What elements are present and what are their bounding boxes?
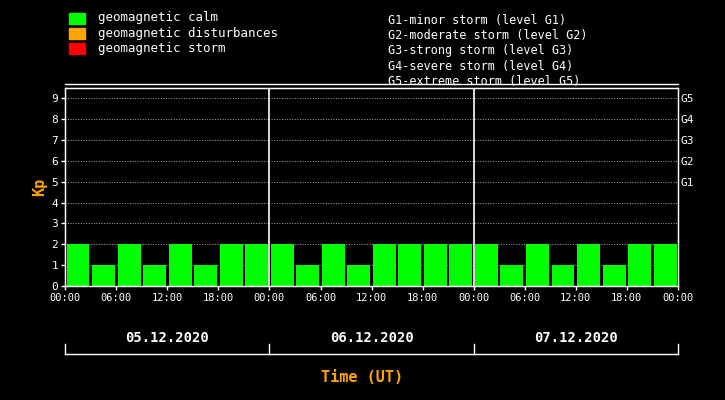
Bar <box>450 244 473 286</box>
Bar <box>500 265 523 286</box>
Text: geomagnetic storm: geomagnetic storm <box>98 42 225 55</box>
Bar <box>169 244 191 286</box>
Bar <box>628 244 651 286</box>
Bar <box>143 265 166 286</box>
Bar <box>654 244 676 286</box>
Bar <box>526 244 549 286</box>
Bar <box>194 265 217 286</box>
Bar <box>552 265 574 286</box>
Bar <box>424 244 447 286</box>
Text: Time (UT): Time (UT) <box>321 370 404 385</box>
Bar <box>373 244 396 286</box>
Text: G5-extreme storm (level G5): G5-extreme storm (level G5) <box>388 75 580 88</box>
Text: G4-severe storm (level G4): G4-severe storm (level G4) <box>388 60 573 73</box>
Bar <box>347 265 370 286</box>
Text: G2-moderate storm (level G2): G2-moderate storm (level G2) <box>388 29 587 42</box>
Bar <box>322 244 345 286</box>
Bar <box>245 244 268 286</box>
Bar <box>117 244 141 286</box>
Bar <box>475 244 498 286</box>
Bar <box>92 265 115 286</box>
Bar <box>577 244 600 286</box>
Y-axis label: Kp: Kp <box>33 178 47 196</box>
Bar <box>398 244 421 286</box>
Text: geomagnetic calm: geomagnetic calm <box>98 12 218 24</box>
Bar <box>67 244 89 286</box>
Text: geomagnetic disturbances: geomagnetic disturbances <box>98 27 278 40</box>
Bar <box>602 265 626 286</box>
Text: 07.12.2020: 07.12.2020 <box>534 331 618 345</box>
Text: G3-strong storm (level G3): G3-strong storm (level G3) <box>388 44 573 57</box>
Bar <box>297 265 319 286</box>
Text: 06.12.2020: 06.12.2020 <box>330 331 413 345</box>
Bar <box>220 244 243 286</box>
Bar <box>270 244 294 286</box>
Text: 05.12.2020: 05.12.2020 <box>125 331 210 345</box>
Text: G1-minor storm (level G1): G1-minor storm (level G1) <box>388 14 566 27</box>
